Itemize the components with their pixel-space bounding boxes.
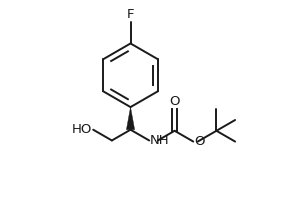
Text: F: F bbox=[127, 8, 134, 21]
Text: NH: NH bbox=[150, 134, 170, 147]
Polygon shape bbox=[126, 107, 135, 130]
Text: O: O bbox=[194, 135, 205, 148]
Text: O: O bbox=[169, 95, 180, 108]
Text: HO: HO bbox=[72, 123, 92, 136]
